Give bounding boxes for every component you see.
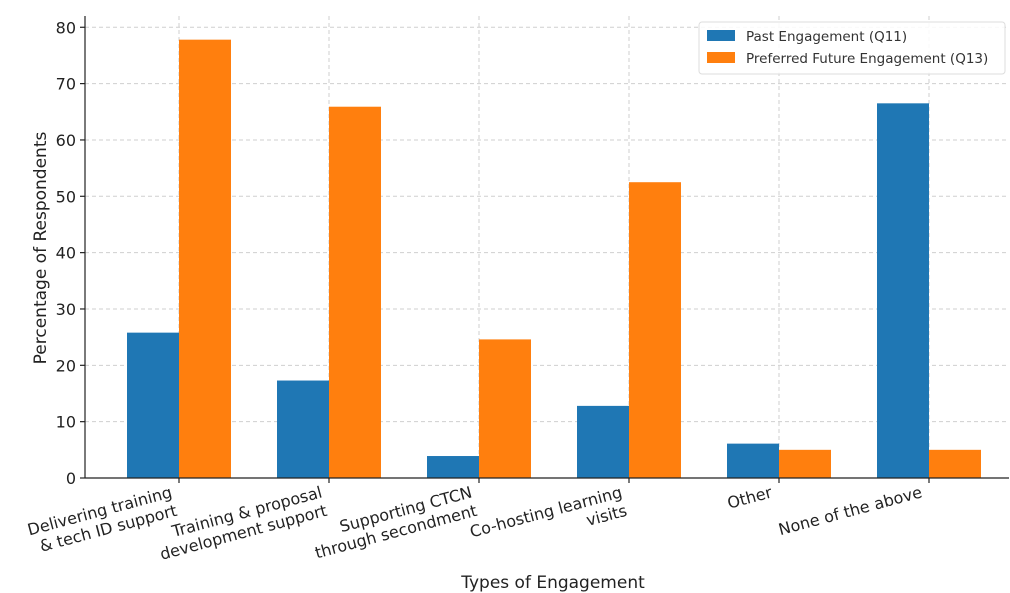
x-tick-label: Delivering training& tech ID support xyxy=(25,483,179,558)
y-tick-label: 40 xyxy=(56,244,76,263)
bar-past-1 xyxy=(277,380,329,478)
bar-past-4 xyxy=(727,443,779,478)
legend-label-future: Preferred Future Engagement (Q13) xyxy=(746,51,988,67)
y-tick-label: 80 xyxy=(56,18,76,37)
y-tick-label: 10 xyxy=(56,413,76,432)
bar-future-2 xyxy=(479,339,531,478)
y-tick-label: 60 xyxy=(56,131,76,150)
legend-frame xyxy=(698,21,1006,75)
x-tick-label: None of the above xyxy=(776,483,924,540)
axes-spines xyxy=(84,16,1009,479)
y-tick-label: 20 xyxy=(56,356,76,375)
bar-future-5 xyxy=(929,449,981,478)
bar-past-0 xyxy=(127,332,179,478)
bar-future-4 xyxy=(779,449,831,478)
legend-swatch-future xyxy=(707,52,735,63)
bar-past-3 xyxy=(577,405,629,478)
y-tick-label: 50 xyxy=(56,187,76,206)
x-tick-label: Co-hosting learningvisits xyxy=(468,483,629,560)
y-tick-label: 0 xyxy=(66,469,76,488)
bar-future-0 xyxy=(179,39,231,478)
bars xyxy=(127,39,981,479)
x-tick-label: Supporting CTCNthrough secondment xyxy=(308,483,479,563)
legend-swatch-past xyxy=(707,30,735,41)
bar-past-2 xyxy=(427,456,479,478)
y-tick-label: 70 xyxy=(56,75,76,94)
x-tick-label: Training & proposaldevelopment support xyxy=(153,483,329,564)
legend: Past Engagement (Q11) Preferred Future En… xyxy=(698,21,1006,75)
x-axis-ticks: Delivering training& tech ID supportTrai… xyxy=(25,478,930,564)
x-axis-label: Types of Engagement xyxy=(460,573,645,593)
legend-label-past: Past Engagement (Q11) xyxy=(746,29,907,45)
bar-future-3 xyxy=(629,182,681,478)
bar-future-1 xyxy=(329,106,381,479)
x-tick-label: Other xyxy=(725,482,774,512)
y-axis-ticks: 0 10 20 30 40 50 60 70 80 xyxy=(56,18,85,488)
y-axis-label: Percentage of Respondents xyxy=(31,132,51,365)
bar-past-5 xyxy=(877,103,929,478)
y-tick-label: 30 xyxy=(56,300,76,319)
